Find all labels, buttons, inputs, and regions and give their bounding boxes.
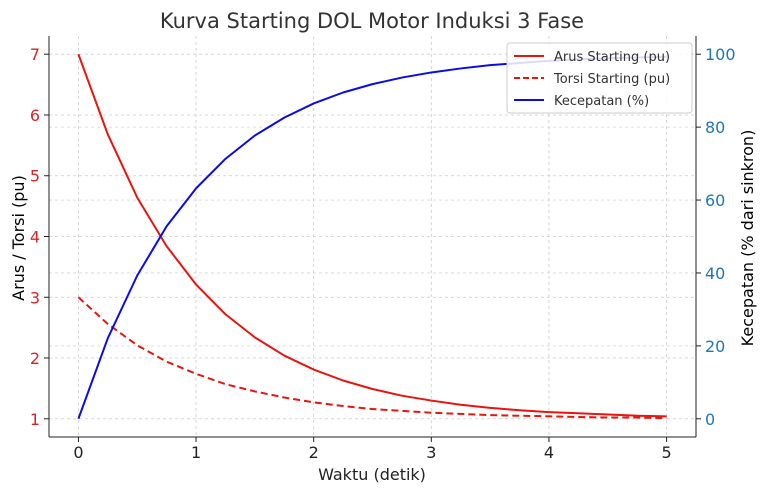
series-line-torque <box>77 296 667 420</box>
x-tick-label: 5 <box>661 443 671 462</box>
x-axis-label: Waktu (detik) <box>318 465 426 484</box>
legend-label-current: Arus Starting (pu) <box>554 50 670 65</box>
y-tick-label-right: 20 <box>705 337 725 356</box>
y-tick-label-left: 4 <box>30 228 40 247</box>
y-tick-label-left: 7 <box>30 45 40 64</box>
x-tick-label: 4 <box>544 443 554 462</box>
y-tick-label-left: 3 <box>30 288 40 307</box>
ticks: 0 1 2 3 4 5 1 2 3 4 5 6 7 0 20 40 60 80 100 <box>30 45 736 462</box>
legend-label-speed: Kecepatan (%) <box>554 94 649 109</box>
x-tick-label: 2 <box>309 443 319 462</box>
y-tick-label-right: 80 <box>705 118 725 137</box>
legend-label-torque: Torsi Starting (pu) <box>553 72 670 87</box>
series-line-current <box>77 53 667 418</box>
y-tick-label-right: 0 <box>705 410 715 429</box>
y-axis-label-right: Kecepatan (% dari sinkron) <box>738 130 757 347</box>
y-tick-label-left: 6 <box>30 106 40 125</box>
y-tick-label-right: 100 <box>705 45 736 64</box>
y-axis-label-left: Arus / Torsi (pu) <box>9 175 28 301</box>
chart-title: Kurva Starting DOL Motor Induksi 3 Fase <box>160 9 584 33</box>
y-tick-label-left: 2 <box>30 349 40 368</box>
legend-box <box>506 42 693 114</box>
x-tick-label: 0 <box>73 443 83 462</box>
y-tick-label-right: 40 <box>705 264 725 283</box>
x-tick-label: 3 <box>426 443 436 462</box>
y-tick-label-left: 5 <box>30 167 40 186</box>
y-tick-label-left: 1 <box>30 410 40 429</box>
x-tick-label: 1 <box>191 443 201 462</box>
y-tick-label-right: 60 <box>705 191 725 210</box>
legend: Arus Starting (pu) Torsi Starting (pu) K… <box>506 42 693 114</box>
